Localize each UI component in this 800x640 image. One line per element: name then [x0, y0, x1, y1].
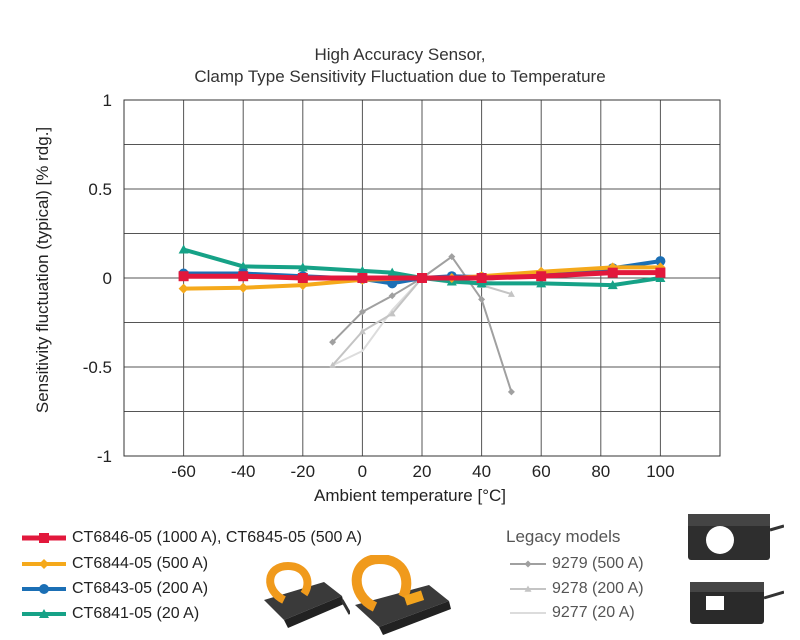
y-tick-label: 0.5 — [88, 180, 112, 199]
y-axis-label: Sensitivity fluctuation (typical) [% rdg… — [33, 127, 52, 413]
legend-label: CT6846-05 (1000 A), CT6845-05 (500 A) — [72, 529, 362, 546]
data-point — [297, 262, 308, 272]
plot-frame — [123, 99, 721, 457]
legend-swatch-marker — [39, 533, 49, 543]
legend-item: 9277 (20 A) — [510, 601, 635, 625]
legend-item: CT6844-05 (500 A) — [22, 552, 208, 576]
data-point — [536, 278, 547, 288]
y-tick-label: -1 — [97, 447, 112, 466]
y-tick-labels: 1 0.5 0 -0.5 -1 — [83, 91, 112, 466]
clamp-sensor-small-photo — [264, 561, 350, 628]
data-point — [607, 280, 618, 290]
data-point — [297, 273, 308, 283]
clamp-sensor-large-photo — [351, 555, 451, 635]
legend-swatch — [22, 584, 66, 594]
x-tick-label: -40 — [231, 462, 256, 481]
data-point — [607, 267, 618, 278]
x-tick-label: 80 — [591, 462, 610, 481]
x-tick-label: -20 — [291, 462, 316, 481]
x-axis-label: Ambient temperature [°C] — [314, 486, 506, 505]
data-point — [536, 271, 547, 282]
data-point — [476, 273, 487, 283]
data-point — [238, 271, 249, 282]
legend-label: CT6843-05 (200 A) — [72, 580, 209, 597]
y-tick-label: 0 — [103, 269, 112, 288]
data-point — [178, 271, 189, 282]
data-point — [655, 256, 666, 267]
data-point — [507, 388, 515, 396]
x-tick-label: 40 — [472, 462, 491, 481]
x-tick-labels: -60 -40 -20 0 20 40 60 80 100 — [171, 462, 674, 481]
data-point — [178, 283, 189, 294]
data-point — [655, 267, 666, 278]
legend-swatch-marker — [524, 560, 532, 568]
legend-swatch-marker — [39, 559, 49, 569]
data-point — [238, 261, 249, 271]
y-tick-label: 1 — [103, 91, 112, 110]
data-point — [238, 282, 249, 293]
legend-item: 9279 (500 A) — [510, 552, 644, 576]
legend-item: CT6846-05 (1000 A), CT6845-05 (500 A) — [22, 526, 362, 550]
data-point — [178, 244, 189, 254]
legend-swatch — [510, 585, 546, 592]
y-tick-label: -0.5 — [83, 358, 112, 377]
main-series-group — [178, 244, 666, 294]
x-tick-label: -60 — [171, 462, 196, 481]
legend-item: 9278 (200 A) — [510, 577, 644, 601]
legend-swatch-marker — [39, 609, 49, 618]
legend-label: 9277 (20 A) — [552, 604, 635, 621]
data-point — [388, 310, 396, 317]
legend-swatch — [510, 612, 546, 614]
data-point — [417, 273, 427, 283]
legacy-legend-title: Legacy models — [506, 527, 621, 546]
legacy-sensor-bottom-photo — [690, 582, 784, 624]
data-point — [329, 361, 337, 369]
chart-title-line-1: High Accuracy Sensor, — [314, 45, 486, 64]
data-point — [387, 267, 398, 277]
x-tick-label: 20 — [413, 462, 432, 481]
data-point — [478, 295, 486, 303]
legend-swatch-marker — [524, 585, 532, 592]
data-point — [357, 265, 368, 275]
legend-swatch — [510, 560, 546, 568]
series-ct6846-05 — [178, 267, 666, 283]
chart-title: High Accuracy Sensor, Clamp Type Sensiti… — [0, 44, 800, 88]
data-point — [507, 290, 515, 297]
legend-swatch — [22, 533, 66, 543]
legend-item: CT6841-05 (20 A) — [22, 602, 199, 626]
data-point — [358, 308, 366, 316]
legend-label: CT6841-05 (20 A) — [72, 605, 200, 622]
x-tick-label: 100 — [646, 462, 674, 481]
chart-title-line-2: Clamp Type Sensitivity Fluctuation due t… — [194, 67, 606, 86]
legacy-sensor-top-photo — [688, 514, 784, 560]
legend-swatch-marker — [39, 584, 49, 594]
legend-label: 9278 (200 A) — [552, 580, 644, 597]
data-point — [358, 327, 366, 335]
x-tick-label: 0 — [358, 462, 367, 481]
legend-swatch — [22, 609, 66, 618]
data-point — [357, 273, 368, 283]
legend-label: CT6844-05 (500 A) — [72, 555, 209, 572]
data-point — [448, 253, 456, 261]
data-point — [388, 292, 396, 300]
legend-item: CT6843-05 (200 A) — [22, 577, 208, 601]
x-tick-label: 60 — [532, 462, 551, 481]
legend-swatch — [22, 559, 66, 569]
legend-label: 9279 (500 A) — [552, 555, 644, 572]
data-point — [329, 338, 337, 346]
